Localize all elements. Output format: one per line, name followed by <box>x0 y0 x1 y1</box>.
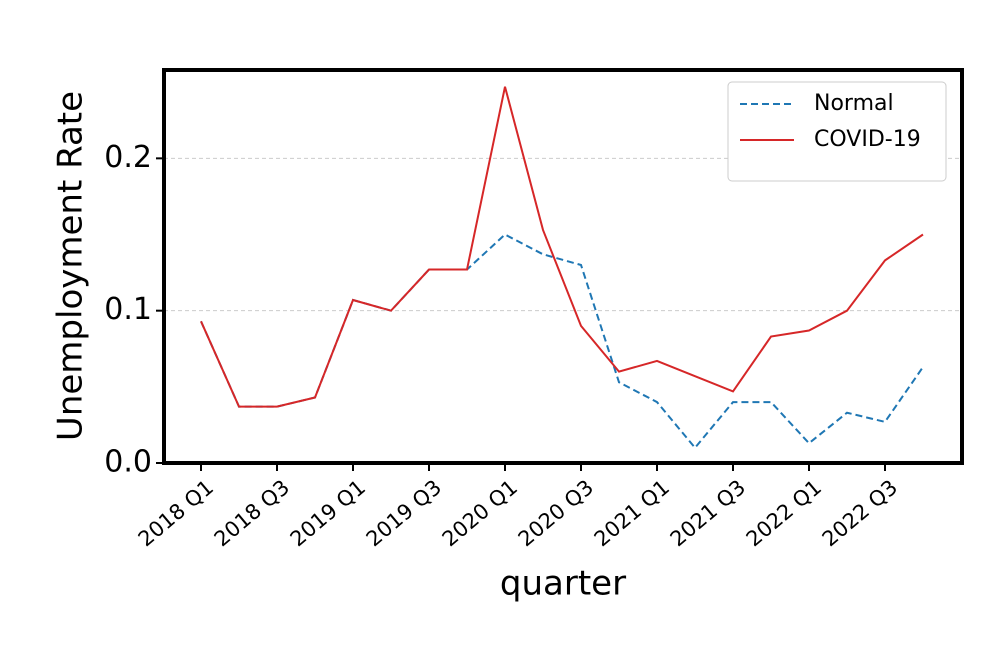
legend: Normal COVID-19 <box>727 81 947 182</box>
legend-box <box>727 81 947 182</box>
series-line <box>200 86 924 408</box>
plot-frame <box>162 68 964 465</box>
legend-label: COVID-19 <box>814 127 921 152</box>
x-tick-label: 2021 Q3 <box>666 475 750 551</box>
x-tick-label: 2020 Q3 <box>514 475 598 551</box>
x-tick-label: 2019 Q3 <box>362 475 446 551</box>
x-tick-label: 2021 Q1 <box>590 475 674 551</box>
x-tick-label: 2018 Q3 <box>210 475 294 551</box>
x-tick-label: 2019 Q1 <box>286 475 370 551</box>
x-tick-label: 2022 Q3 <box>818 475 902 551</box>
x-tick-label: 2018 Q1 <box>134 475 218 551</box>
x-axis-label: quarter <box>500 564 626 604</box>
y-tick-label: 0.0 <box>104 445 152 480</box>
x-tick-label: 2022 Q1 <box>742 475 826 551</box>
y-tick-label: 0.1 <box>104 292 152 327</box>
y-tick-label: 0.2 <box>104 140 152 175</box>
legend-label: Normal <box>814 91 894 116</box>
series-line <box>200 233 924 450</box>
y-axis-label: Unemployment Rate <box>51 91 91 441</box>
x-tick-label: 2020 Q1 <box>438 475 522 551</box>
